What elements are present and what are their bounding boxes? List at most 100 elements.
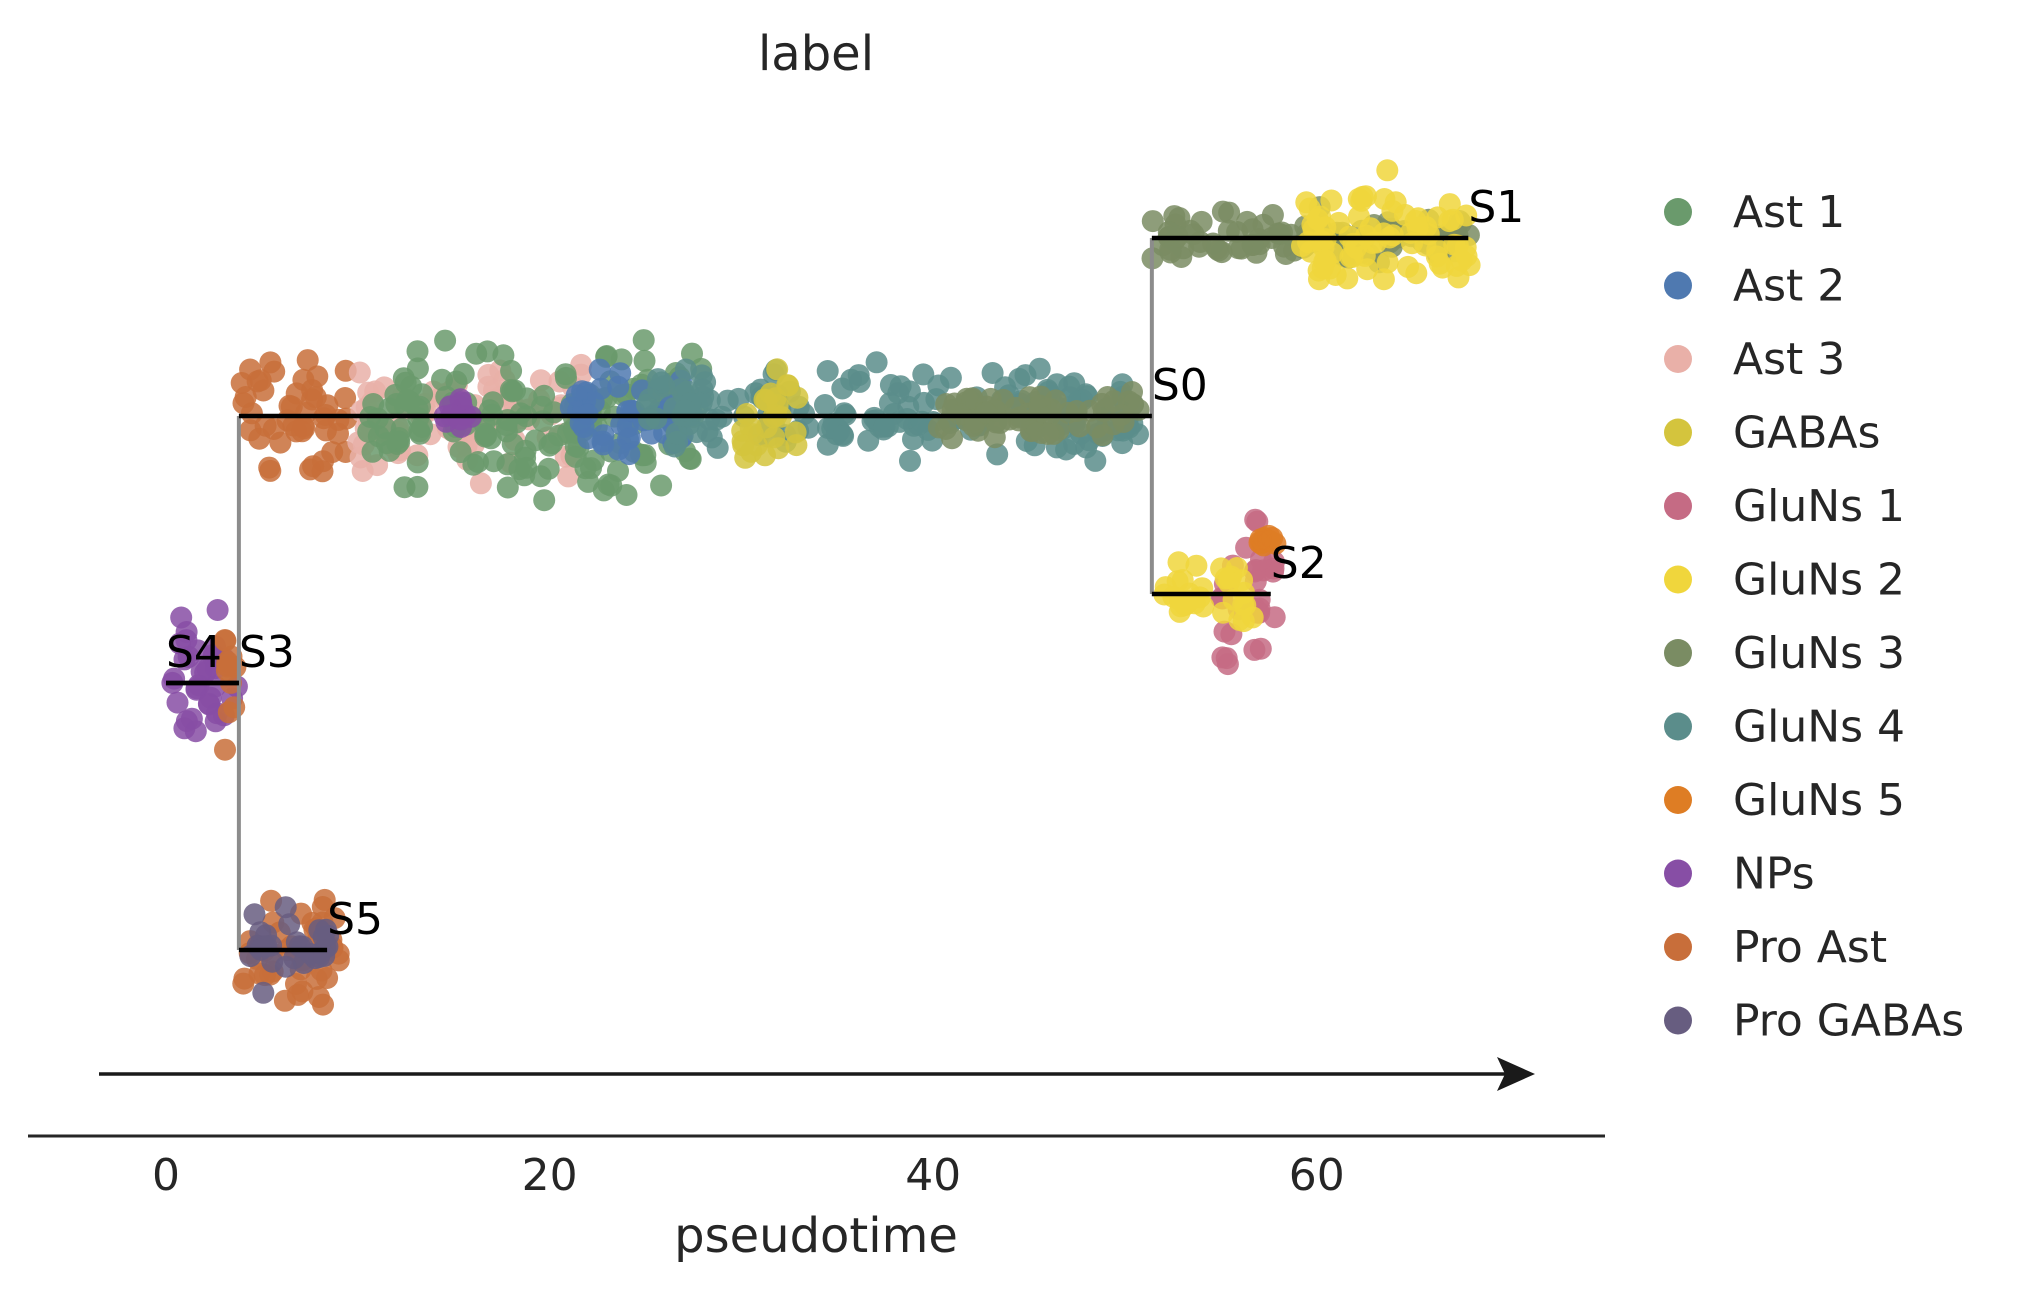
data-point [1376, 251, 1399, 274]
data-point [362, 393, 385, 415]
legend-label: GluNs 2 [1733, 555, 1905, 606]
data-point [832, 424, 855, 447]
data-point [1454, 236, 1477, 259]
data-point [513, 464, 536, 487]
data-point [400, 375, 423, 398]
data-point [1376, 159, 1399, 182]
data-point [816, 360, 839, 382]
data-point [469, 472, 492, 495]
data-point [1397, 255, 1419, 278]
branch-labels-layer: S0 S1 S2 S3 S4 S5 [166, 182, 1524, 945]
legend-label: Ast 1 [1733, 187, 1845, 238]
data-point [638, 408, 660, 430]
data-point [1269, 223, 1291, 245]
data-point [1159, 238, 1182, 261]
legend-marker [1664, 492, 1692, 520]
legend: Ast 1 Ast 2 Ast 3 GABAs GluNs 1 GluNs 2 GluNs … [1664, 187, 1964, 1047]
data-point [327, 422, 349, 445]
data-point [716, 389, 739, 412]
legend-marker [1664, 418, 1692, 447]
data-point [311, 896, 334, 918]
data-point [1345, 236, 1367, 259]
data-point [899, 449, 921, 472]
data-point [1327, 211, 1350, 234]
data-point [650, 474, 673, 497]
data-point [529, 465, 552, 488]
data-point [1243, 638, 1266, 661]
x-tick-label: 20 [522, 1150, 578, 1201]
legend-item: Pro Ast [1664, 922, 1887, 973]
legend-marker [1664, 1006, 1692, 1035]
data-point [445, 370, 468, 393]
data-point [1216, 653, 1239, 676]
data-point [258, 456, 281, 479]
data-point [232, 972, 255, 995]
legend-marker [1664, 345, 1692, 373]
branch-label-s0: S0 [1152, 360, 1208, 411]
data-point [902, 428, 924, 451]
data-point [357, 420, 380, 443]
data-point [694, 371, 717, 394]
data-point [557, 465, 580, 488]
data-point [941, 427, 963, 450]
data-point [865, 351, 888, 374]
pseudotime-arrow [99, 1057, 1535, 1091]
data-point [1065, 400, 1088, 422]
branch-label-s3: S3 [239, 627, 295, 678]
data-point [406, 357, 429, 380]
data-point [269, 431, 292, 454]
legend-label: GluNs 4 [1733, 702, 1905, 753]
data-point [674, 358, 697, 381]
data-point [1028, 357, 1051, 380]
data-point [462, 453, 485, 476]
data-point [434, 329, 457, 352]
data-point [308, 919, 331, 942]
data-point [1217, 571, 1240, 594]
data-point [243, 903, 266, 926]
data-point [492, 344, 515, 367]
data-point [1372, 268, 1395, 291]
data-point [406, 451, 429, 474]
data-point [1141, 210, 1164, 233]
data-point [249, 369, 272, 392]
data-point [981, 362, 1004, 384]
data-point [198, 693, 221, 716]
data-point [955, 387, 978, 410]
data-point [216, 655, 239, 678]
data-point [618, 443, 641, 466]
data-point [252, 981, 275, 1004]
legend-marker [1664, 933, 1692, 961]
cluster-gabas [731, 358, 809, 469]
data-point [1299, 240, 1322, 263]
data-point [766, 358, 789, 381]
data-point [214, 629, 236, 651]
data-point [600, 474, 623, 497]
data-point [1230, 237, 1253, 260]
legend-item: GluNs 3 [1664, 628, 1905, 679]
legend-item: GluNs 1 [1664, 481, 1905, 532]
legend-label: Ast 2 [1733, 261, 1845, 312]
data-point [496, 476, 519, 499]
branch-label-s4: S4 [166, 627, 222, 678]
data-point [1249, 528, 1272, 551]
data-point [239, 419, 262, 442]
x-tick-label: 0 [152, 1150, 180, 1201]
data-point [592, 433, 615, 456]
data-point [1438, 193, 1461, 216]
data-point [230, 372, 253, 394]
legend-item: Pro GABAs [1664, 996, 1964, 1047]
legend-marker [1664, 198, 1692, 226]
data-point [1320, 189, 1343, 212]
data-point [912, 391, 935, 414]
data-point [1455, 204, 1478, 227]
legend-item: Ast 2 [1664, 261, 1845, 312]
legend-item: NPs [1664, 849, 1815, 900]
data-point [533, 489, 556, 512]
legend-label: Ast 3 [1733, 334, 1845, 385]
data-point [572, 416, 595, 438]
data-point [1384, 191, 1407, 214]
data-point [935, 393, 958, 415]
data-point [784, 421, 807, 444]
x-tick-label: 60 [1289, 1150, 1345, 1201]
